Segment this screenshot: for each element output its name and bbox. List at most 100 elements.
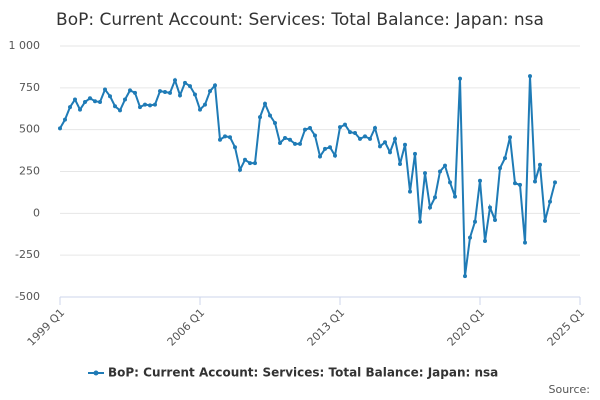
point	[78, 107, 82, 112]
point	[278, 141, 282, 146]
point	[158, 89, 162, 94]
point	[538, 162, 542, 167]
point	[313, 133, 317, 138]
point	[393, 136, 397, 141]
point	[458, 76, 462, 81]
point	[148, 103, 152, 108]
point	[523, 240, 527, 245]
point	[498, 166, 502, 171]
legend-marker	[93, 370, 99, 376]
point	[203, 102, 207, 107]
point	[58, 126, 62, 131]
point	[433, 195, 437, 200]
point	[103, 87, 107, 92]
point	[258, 115, 262, 120]
point	[228, 135, 232, 140]
point	[443, 163, 447, 168]
point	[383, 140, 387, 145]
point	[218, 137, 222, 142]
point	[283, 136, 287, 141]
point	[248, 161, 252, 166]
point	[528, 74, 532, 79]
point	[93, 99, 97, 104]
point	[368, 136, 372, 141]
source: Source:	[549, 383, 591, 396]
point	[483, 238, 487, 243]
point	[143, 102, 147, 107]
point	[323, 146, 327, 151]
point	[388, 150, 392, 155]
point	[238, 167, 242, 172]
point	[113, 104, 117, 109]
point	[348, 130, 352, 135]
point	[513, 181, 517, 186]
point	[173, 78, 177, 83]
point	[473, 219, 477, 224]
point	[503, 156, 507, 161]
y-tick-label: 250	[19, 165, 40, 178]
point	[468, 235, 472, 240]
point	[223, 134, 227, 139]
point	[548, 199, 552, 204]
point	[448, 180, 452, 185]
point	[163, 90, 167, 95]
point	[453, 194, 457, 199]
point	[553, 180, 557, 185]
y-tick-label: 750	[19, 81, 40, 94]
point	[108, 94, 112, 99]
point	[398, 161, 402, 166]
point	[488, 205, 492, 210]
point	[293, 141, 297, 146]
point	[308, 125, 312, 130]
x-tick-label: 2006 Q1	[165, 306, 208, 349]
point	[253, 161, 257, 166]
point	[73, 97, 77, 102]
x-tick-label: 2020 Q1	[445, 306, 488, 349]
point	[178, 93, 182, 98]
point	[68, 105, 72, 110]
point	[463, 274, 467, 279]
point	[63, 117, 67, 122]
point	[408, 189, 412, 194]
point	[428, 205, 432, 210]
point	[533, 179, 537, 184]
point	[543, 218, 547, 223]
x-tick-label: 2025 Q1	[545, 306, 588, 349]
point	[478, 178, 482, 183]
y-tick-label: 1 000	[9, 39, 41, 52]
point	[493, 218, 497, 223]
point	[363, 134, 367, 139]
point	[193, 92, 197, 97]
point	[98, 100, 102, 105]
point	[168, 90, 172, 95]
point	[243, 157, 247, 162]
point	[138, 105, 142, 110]
point	[358, 136, 362, 141]
point	[208, 89, 212, 94]
point	[373, 125, 377, 130]
point	[333, 153, 337, 158]
point	[183, 80, 187, 85]
point	[263, 101, 267, 106]
point	[318, 154, 322, 159]
x-tick-label: 2013 Q1	[305, 306, 348, 349]
y-tick-label: -500	[15, 290, 40, 303]
point	[338, 125, 342, 130]
y-tick-label: -250	[15, 248, 40, 261]
point	[423, 171, 427, 176]
point	[213, 83, 217, 88]
point	[188, 84, 192, 89]
point	[268, 113, 272, 118]
point	[128, 88, 132, 93]
point	[118, 108, 122, 113]
point	[378, 144, 382, 149]
point	[133, 90, 137, 95]
point	[508, 135, 512, 140]
point	[303, 127, 307, 132]
point	[418, 219, 422, 224]
point	[438, 169, 442, 174]
point	[123, 97, 127, 102]
point	[298, 141, 302, 146]
chart-title: BoP: Current Account: Services: Total Ba…	[56, 10, 544, 30]
